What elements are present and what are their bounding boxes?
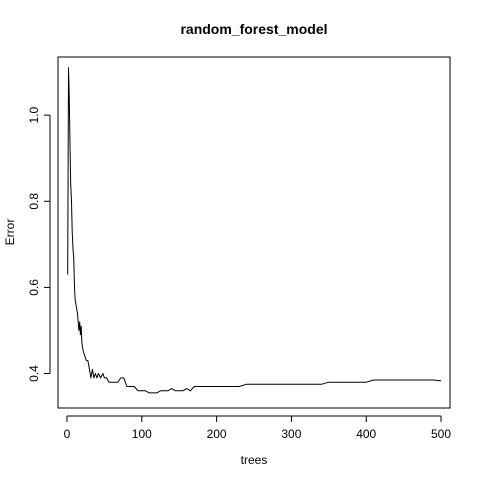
x-axis-label: trees: [241, 453, 268, 467]
x-tick-label: 300: [281, 427, 301, 441]
y-tick-label: 0.6: [27, 279, 41, 296]
x-axis: 0 100 200 300 400 500: [64, 415, 451, 441]
plot-frame: [57, 56, 451, 409]
y-axis: 0.4 0.6 0.8 1.0: [27, 106, 51, 382]
y-axis-label: Error: [3, 219, 17, 246]
x-tick-label: 400: [356, 427, 376, 441]
x-tick-label: 500: [431, 427, 451, 441]
x-tick-label: 0: [64, 427, 71, 441]
chart-title: random_forest_model: [180, 21, 327, 37]
series-layer: [67, 67, 442, 394]
y-tick-label: 1.0: [27, 106, 41, 123]
x-tick-label: 100: [132, 427, 152, 441]
error-series-line: [67, 67, 442, 394]
x-tick-label: 200: [207, 427, 227, 441]
y-tick-label: 0.8: [27, 193, 41, 210]
y-tick-label: 0.4: [27, 365, 41, 382]
